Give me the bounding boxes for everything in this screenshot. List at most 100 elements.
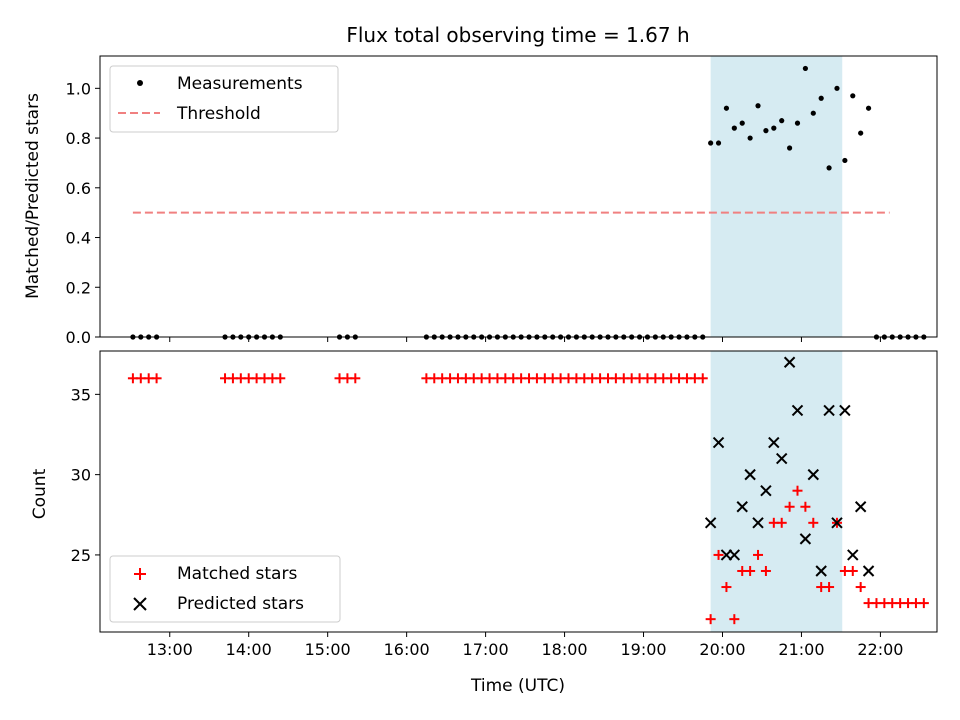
top-x-ticks [169,337,881,342]
x-tick-label: 20:00 [699,640,745,659]
measurements-point [865,105,872,111]
predicted-stars-point [712,436,725,449]
panel-ratio: 0.0 0.2 0.4 0.6 0.8 1.0 Matched/Predicted sta… [23,55,938,347]
matched-stars-point [753,549,764,560]
predicted-stars-point [760,484,772,497]
matched-stars-point [760,565,771,576]
x-tick-label: 22:00 [857,640,903,659]
legend-label-predicted-stars: Predicted stars [177,594,304,614]
legend-label-matched-stars: Matched stars [177,564,297,584]
top-y-ticks: 0.0 0.2 0.4 0.6 0.8 1.0 [66,79,100,347]
legend-marker-predicted-stars [133,597,147,611]
predicted-stars-point [823,404,835,417]
predicted-stars-point [831,517,843,529]
measurements-point [723,105,730,111]
measurements-point [787,145,793,151]
measurements-point [802,65,808,72]
bottom-y-tick-label: 30 [71,466,91,485]
predicted-stars-point [744,468,756,481]
matched-stars-point [275,373,286,384]
matched-stars-point [855,582,866,593]
predicted-stars-point [768,436,780,449]
measurements-point [818,95,824,101]
measurements-point [739,120,745,126]
predicted-stars-point [752,517,764,529]
measurements-point [810,110,816,116]
predicted-stars-point [776,452,788,465]
matched-stars-point [776,517,787,528]
chart-title: Flux total observing time = 1.67 h [346,23,689,47]
x-tick-label: 18:00 [542,640,588,659]
measurements-point [747,135,753,141]
predicted-stars-point [839,404,851,417]
matched-stars-point [824,582,835,593]
measurements-point [842,157,848,164]
predicted-stars-point [862,565,875,577]
measurements-point [771,125,777,131]
top-y-tick-label: 0.4 [66,229,91,248]
observing-span-shade-bottom [710,351,843,632]
x-axis-label: Time (UTC) [470,676,565,696]
top-legend: Measurements Threshold [109,65,339,133]
matched-stars-point [151,373,162,384]
predicted-stars-point [847,549,859,561]
measurements-point [731,125,737,131]
top-y-tick-label: 1.0 [66,79,91,98]
predicted-stars-point [783,356,796,368]
top-y-tick-label: 0.8 [66,129,91,148]
panel-counts: 13:00 14:00 15:00 16:00 17:00 18:00 19:00 20:00… [30,350,938,696]
x-tick-label: 21:00 [778,640,824,659]
top-y-tick-label: 0.0 [66,328,91,347]
matched-stars-point [808,517,819,528]
predicted-stars-point [704,517,717,529]
bottom-axes-frame [99,350,938,633]
matched-stars-point [784,501,795,512]
x-tick-label: 17:00 [463,640,509,659]
legend-label-threshold: Threshold [176,104,261,124]
measurements-point [826,165,832,171]
measurements-point [850,93,856,99]
matched-stars-point [350,373,361,384]
legend-marker-measurements [137,80,143,86]
bottom-shade-rect [710,351,843,632]
matched-stars-point [713,549,724,560]
measurements-point [708,140,714,146]
measurements-point [834,85,840,91]
matched-stars-point [792,485,803,496]
top-y-tick-label: 0.2 [66,278,91,297]
x-tick-label: 13:00 [147,640,193,659]
measurements-point [794,120,801,126]
predicted-stars-point [791,404,804,417]
matched-stars-point [800,501,811,512]
matched-stars-point [847,565,858,576]
predicted-stars-point [736,501,748,513]
bottom-series-group [127,356,929,625]
matched-stars-point [729,614,740,625]
bottom-y-axis-label: Count [30,468,50,519]
predicted-stars-point [854,501,867,513]
top-legend-box [109,65,339,133]
x-tick-label: 15:00 [305,640,351,659]
matched-stars-point [745,565,756,576]
predicted-stars-point [807,468,819,481]
predicted-stars-point [815,565,827,577]
x-tick-label: 14:00 [226,640,272,659]
top-y-axis-label: Matched/Predicted stars [23,93,43,299]
bottom-legend: Matched stars Predicted stars [109,555,341,623]
matched-stars-point [918,598,929,609]
measurements-point [858,130,864,136]
top-shade-rect [710,56,843,337]
bottom-y-ticks: 25 30 35 [71,385,100,565]
measurements-point [763,128,769,134]
top-y-tick-label: 0.6 [66,179,91,198]
bottom-x-ticks: 13:00 14:00 15:00 16:00 17:00 18:00 19:00 20:00… [147,632,903,659]
predicted-stars-point [728,549,741,561]
observing-span-shade-top [710,56,843,337]
x-tick-label: 16:00 [384,640,430,659]
measurements-point [755,103,761,109]
matched-stars-point [697,373,708,384]
legend-label-measurements: Measurements [177,74,303,94]
measurements-point [715,140,722,146]
bottom-y-tick-label: 25 [71,546,91,565]
